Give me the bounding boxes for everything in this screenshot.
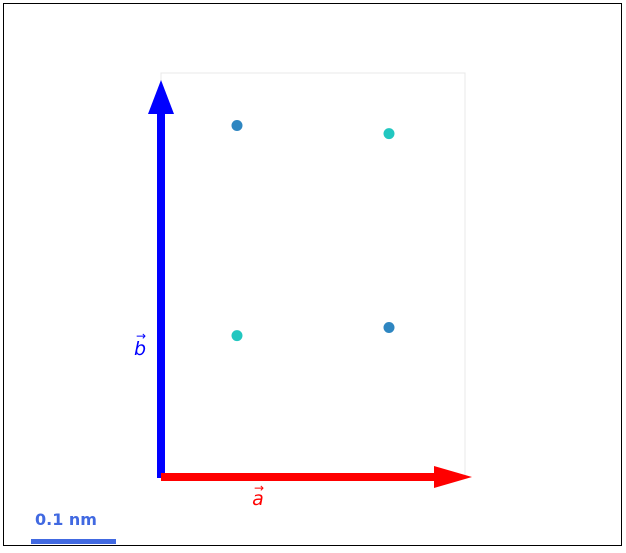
a-vector-label-arrow: → xyxy=(254,481,264,495)
a-vector-label-text: a xyxy=(252,488,264,510)
a-vector-shaft xyxy=(161,473,437,481)
b-vector-label: b → xyxy=(134,329,146,360)
figure-frame xyxy=(3,3,622,546)
scale-bar-label: 0.1 nm xyxy=(35,510,97,529)
b-vector xyxy=(148,80,174,478)
b-vector-label-arrow: → xyxy=(136,329,146,343)
atom-site-3 xyxy=(231,330,243,342)
atom-site-2 xyxy=(383,128,395,140)
a-vector-arrowhead xyxy=(434,466,472,488)
b-vector-label-text: b xyxy=(134,338,146,360)
scale-bar: 0.1 nm xyxy=(31,510,116,544)
scale-bar-line xyxy=(31,539,116,544)
atom-site-1 xyxy=(231,120,243,132)
atoms-group xyxy=(231,120,395,342)
a-vector-label: a → xyxy=(252,481,264,510)
unit-cell-outline xyxy=(160,72,466,478)
atom-site-4 xyxy=(383,322,395,334)
b-vector-arrowhead xyxy=(148,80,174,114)
a-vector xyxy=(161,466,472,488)
b-vector-shaft xyxy=(157,110,165,478)
